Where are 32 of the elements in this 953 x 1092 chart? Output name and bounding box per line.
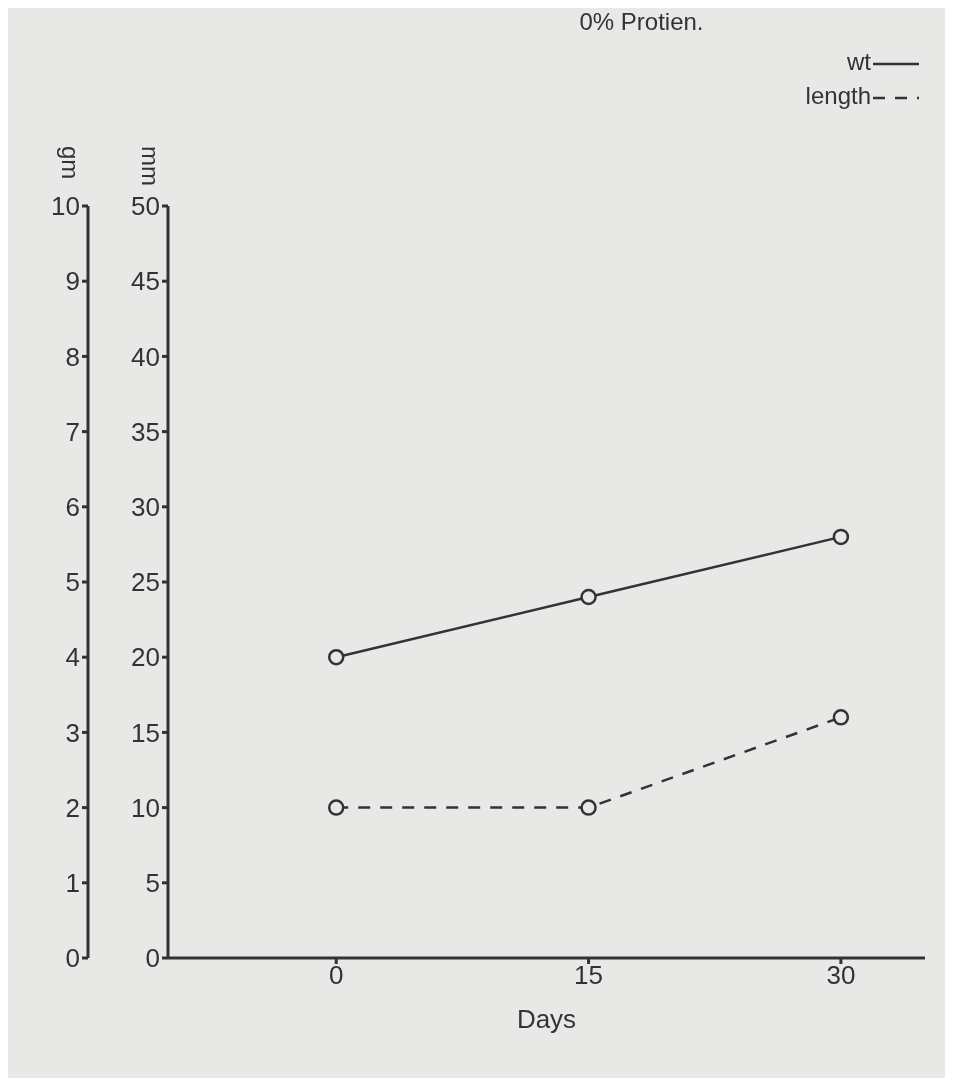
y-tick-label: 10 bbox=[131, 792, 160, 823]
point bbox=[832, 528, 850, 546]
x-tick-label: 15 bbox=[574, 960, 604, 991]
y-tick-label: 5 bbox=[145, 868, 160, 899]
x-tick-label: 30 bbox=[826, 960, 856, 991]
y2-tick-label: 2 bbox=[65, 792, 80, 823]
y2-tick-label: 4 bbox=[65, 642, 80, 673]
y2-tick-label: 7 bbox=[65, 416, 80, 447]
y2-tick-label: 8 bbox=[65, 341, 80, 372]
x-tick-label: 0 bbox=[328, 960, 344, 991]
y2-tick-label: 6 bbox=[65, 492, 80, 523]
y-tick-label: 35 bbox=[131, 416, 160, 447]
y-tick-label: 20 bbox=[131, 642, 160, 673]
y2-tick-label: 9 bbox=[65, 266, 80, 297]
y2-tick-label: 1 bbox=[65, 868, 80, 899]
legend-label: wt bbox=[847, 48, 871, 75]
y2-tick-label: 3 bbox=[65, 717, 80, 748]
y2-tick-label: 10 bbox=[51, 191, 80, 222]
y2-tick-label: 5 bbox=[65, 567, 80, 598]
y-tick-label: 15 bbox=[131, 717, 160, 748]
y-tick-label: 25 bbox=[131, 567, 160, 598]
chart-title: 0% Protien. bbox=[578, 8, 705, 36]
legend-label: length bbox=[805, 82, 871, 109]
point bbox=[327, 648, 345, 666]
y2-axis-title: gm bbox=[56, 146, 84, 180]
x-axis-title: Days bbox=[516, 1004, 577, 1034]
y-axis-title: mm bbox=[136, 146, 164, 186]
y-tick-label: 40 bbox=[131, 341, 160, 372]
y-tick-label: 45 bbox=[131, 266, 160, 297]
y-tick-label: 30 bbox=[131, 492, 160, 523]
y-tick-label: 50 bbox=[131, 191, 160, 222]
point bbox=[580, 588, 597, 606]
